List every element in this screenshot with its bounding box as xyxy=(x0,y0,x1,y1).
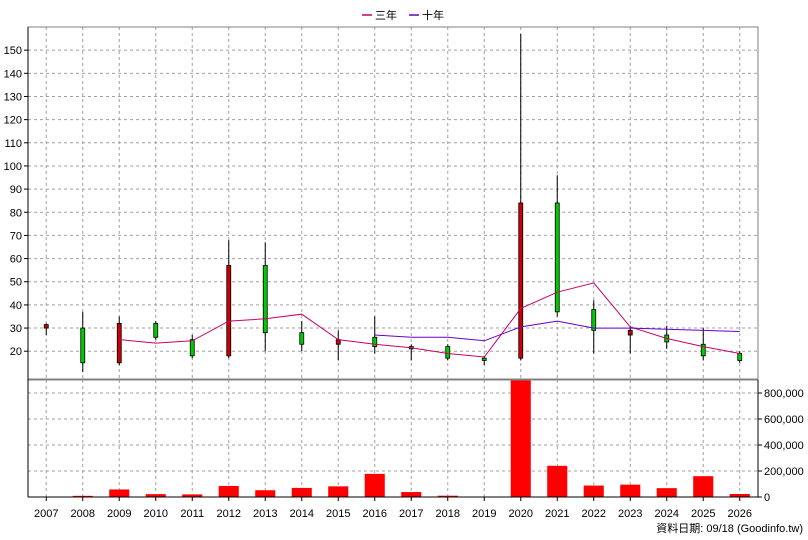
legend-label-ten-year: 十年 xyxy=(422,8,444,22)
volume-bar xyxy=(729,494,750,497)
volume-bar xyxy=(182,494,203,497)
price-tick-label: 20 xyxy=(10,346,22,358)
x-tick-label: 2008 xyxy=(71,508,95,520)
volume-bar xyxy=(583,485,604,497)
volume-bar xyxy=(72,495,93,497)
series-line xyxy=(119,282,740,358)
price-tick-label: 100 xyxy=(4,161,22,173)
x-tick-label: 2012 xyxy=(217,508,241,520)
x-tick-label: 2007 xyxy=(34,508,58,520)
volume-bar xyxy=(109,489,130,497)
x-tick-label: 2019 xyxy=(472,508,496,520)
price-tick-label: 40 xyxy=(10,300,22,312)
x-tick-label: 2018 xyxy=(436,508,460,520)
price-tick-label: 70 xyxy=(10,230,22,242)
x-tick-label: 2013 xyxy=(253,508,277,520)
volume-bar xyxy=(656,488,677,497)
volume-bar xyxy=(693,476,714,497)
x-tick-label: 2023 xyxy=(618,508,642,520)
x-tick-label: 2021 xyxy=(545,508,569,520)
candle-body xyxy=(445,346,451,359)
x-tick-label: 2017 xyxy=(399,508,423,520)
x-tick-label: 2016 xyxy=(363,508,387,520)
price-tick-label: 30 xyxy=(10,323,22,335)
tick-labels: 20 30 40 50 60 70 80 90 100 110 120 130 140 150 0 200,0… xyxy=(4,45,804,520)
candle-body xyxy=(262,265,268,334)
legend-label-three-year: 三年 xyxy=(375,8,397,22)
volume-bar xyxy=(510,379,531,497)
candle-body xyxy=(189,339,195,357)
candle-body xyxy=(481,357,487,361)
x-tick-label: 2024 xyxy=(655,508,679,520)
axes xyxy=(24,26,762,501)
price-tick-label: 130 xyxy=(4,91,22,103)
candle-body xyxy=(335,339,341,345)
price-tick-label: 150 xyxy=(4,45,22,57)
candle-body xyxy=(226,265,232,357)
price-tick-label: 140 xyxy=(4,68,22,80)
candle-body xyxy=(372,336,378,347)
price-plot-frame xyxy=(27,26,759,380)
moving-average-lines xyxy=(119,282,740,358)
candlesticks xyxy=(43,33,743,373)
x-tick-label: 2025 xyxy=(691,508,715,520)
x-tick-label: 2022 xyxy=(582,508,606,520)
candle-body xyxy=(299,332,305,345)
volume-bar xyxy=(291,487,312,497)
volume-bar xyxy=(145,494,166,497)
gridlines xyxy=(28,27,758,498)
volume-bar xyxy=(255,490,276,497)
candle-body xyxy=(116,323,122,364)
x-tick-label: 2014 xyxy=(290,508,314,520)
price-tick-label: 60 xyxy=(10,254,22,266)
volume-bar xyxy=(437,495,458,497)
volume-tick-label: 0 xyxy=(764,492,770,504)
volume-tick-label: 200,000 xyxy=(764,466,804,478)
candle-body xyxy=(43,324,49,329)
price-tick-label: 110 xyxy=(4,138,22,150)
x-tick-label: 2015 xyxy=(326,508,350,520)
footer-note: 資料日期: 09/18 (Goodinfo.tw) xyxy=(656,521,803,535)
x-tick-label: 2026 xyxy=(728,508,752,520)
volume-bars xyxy=(36,379,750,498)
volume-tick-label: 600,000 xyxy=(764,414,804,426)
x-tick-label: 2010 xyxy=(144,508,168,520)
volume-tick-label: 400,000 xyxy=(764,440,804,452)
candle-body xyxy=(737,353,743,361)
series-line xyxy=(374,320,740,342)
price-tick-label: 90 xyxy=(10,184,22,196)
candle-body xyxy=(518,202,524,359)
volume-bar xyxy=(218,485,239,497)
candle-body xyxy=(627,329,633,336)
legend: 三年 十年 xyxy=(362,8,444,22)
x-tick-label: 2009 xyxy=(107,508,131,520)
candle-body xyxy=(80,327,86,364)
volume-bar xyxy=(547,465,568,497)
volume-plot-frame xyxy=(27,379,759,498)
price-tick-label: 120 xyxy=(4,115,22,127)
candle-body xyxy=(554,202,560,313)
x-tick-label: 2011 xyxy=(180,508,204,520)
volume-tick-label: 800,000 xyxy=(764,388,804,400)
volume-bar xyxy=(328,486,349,497)
candle-body xyxy=(700,343,706,357)
x-tick-label: 2020 xyxy=(509,508,533,520)
price-tick-label: 50 xyxy=(10,277,22,289)
volume-bar xyxy=(401,492,422,497)
candle-body xyxy=(153,323,159,338)
volume-bar xyxy=(620,484,641,497)
price-tick-label: 80 xyxy=(10,207,22,219)
volume-bar xyxy=(364,473,385,497)
candle-body xyxy=(591,309,597,331)
